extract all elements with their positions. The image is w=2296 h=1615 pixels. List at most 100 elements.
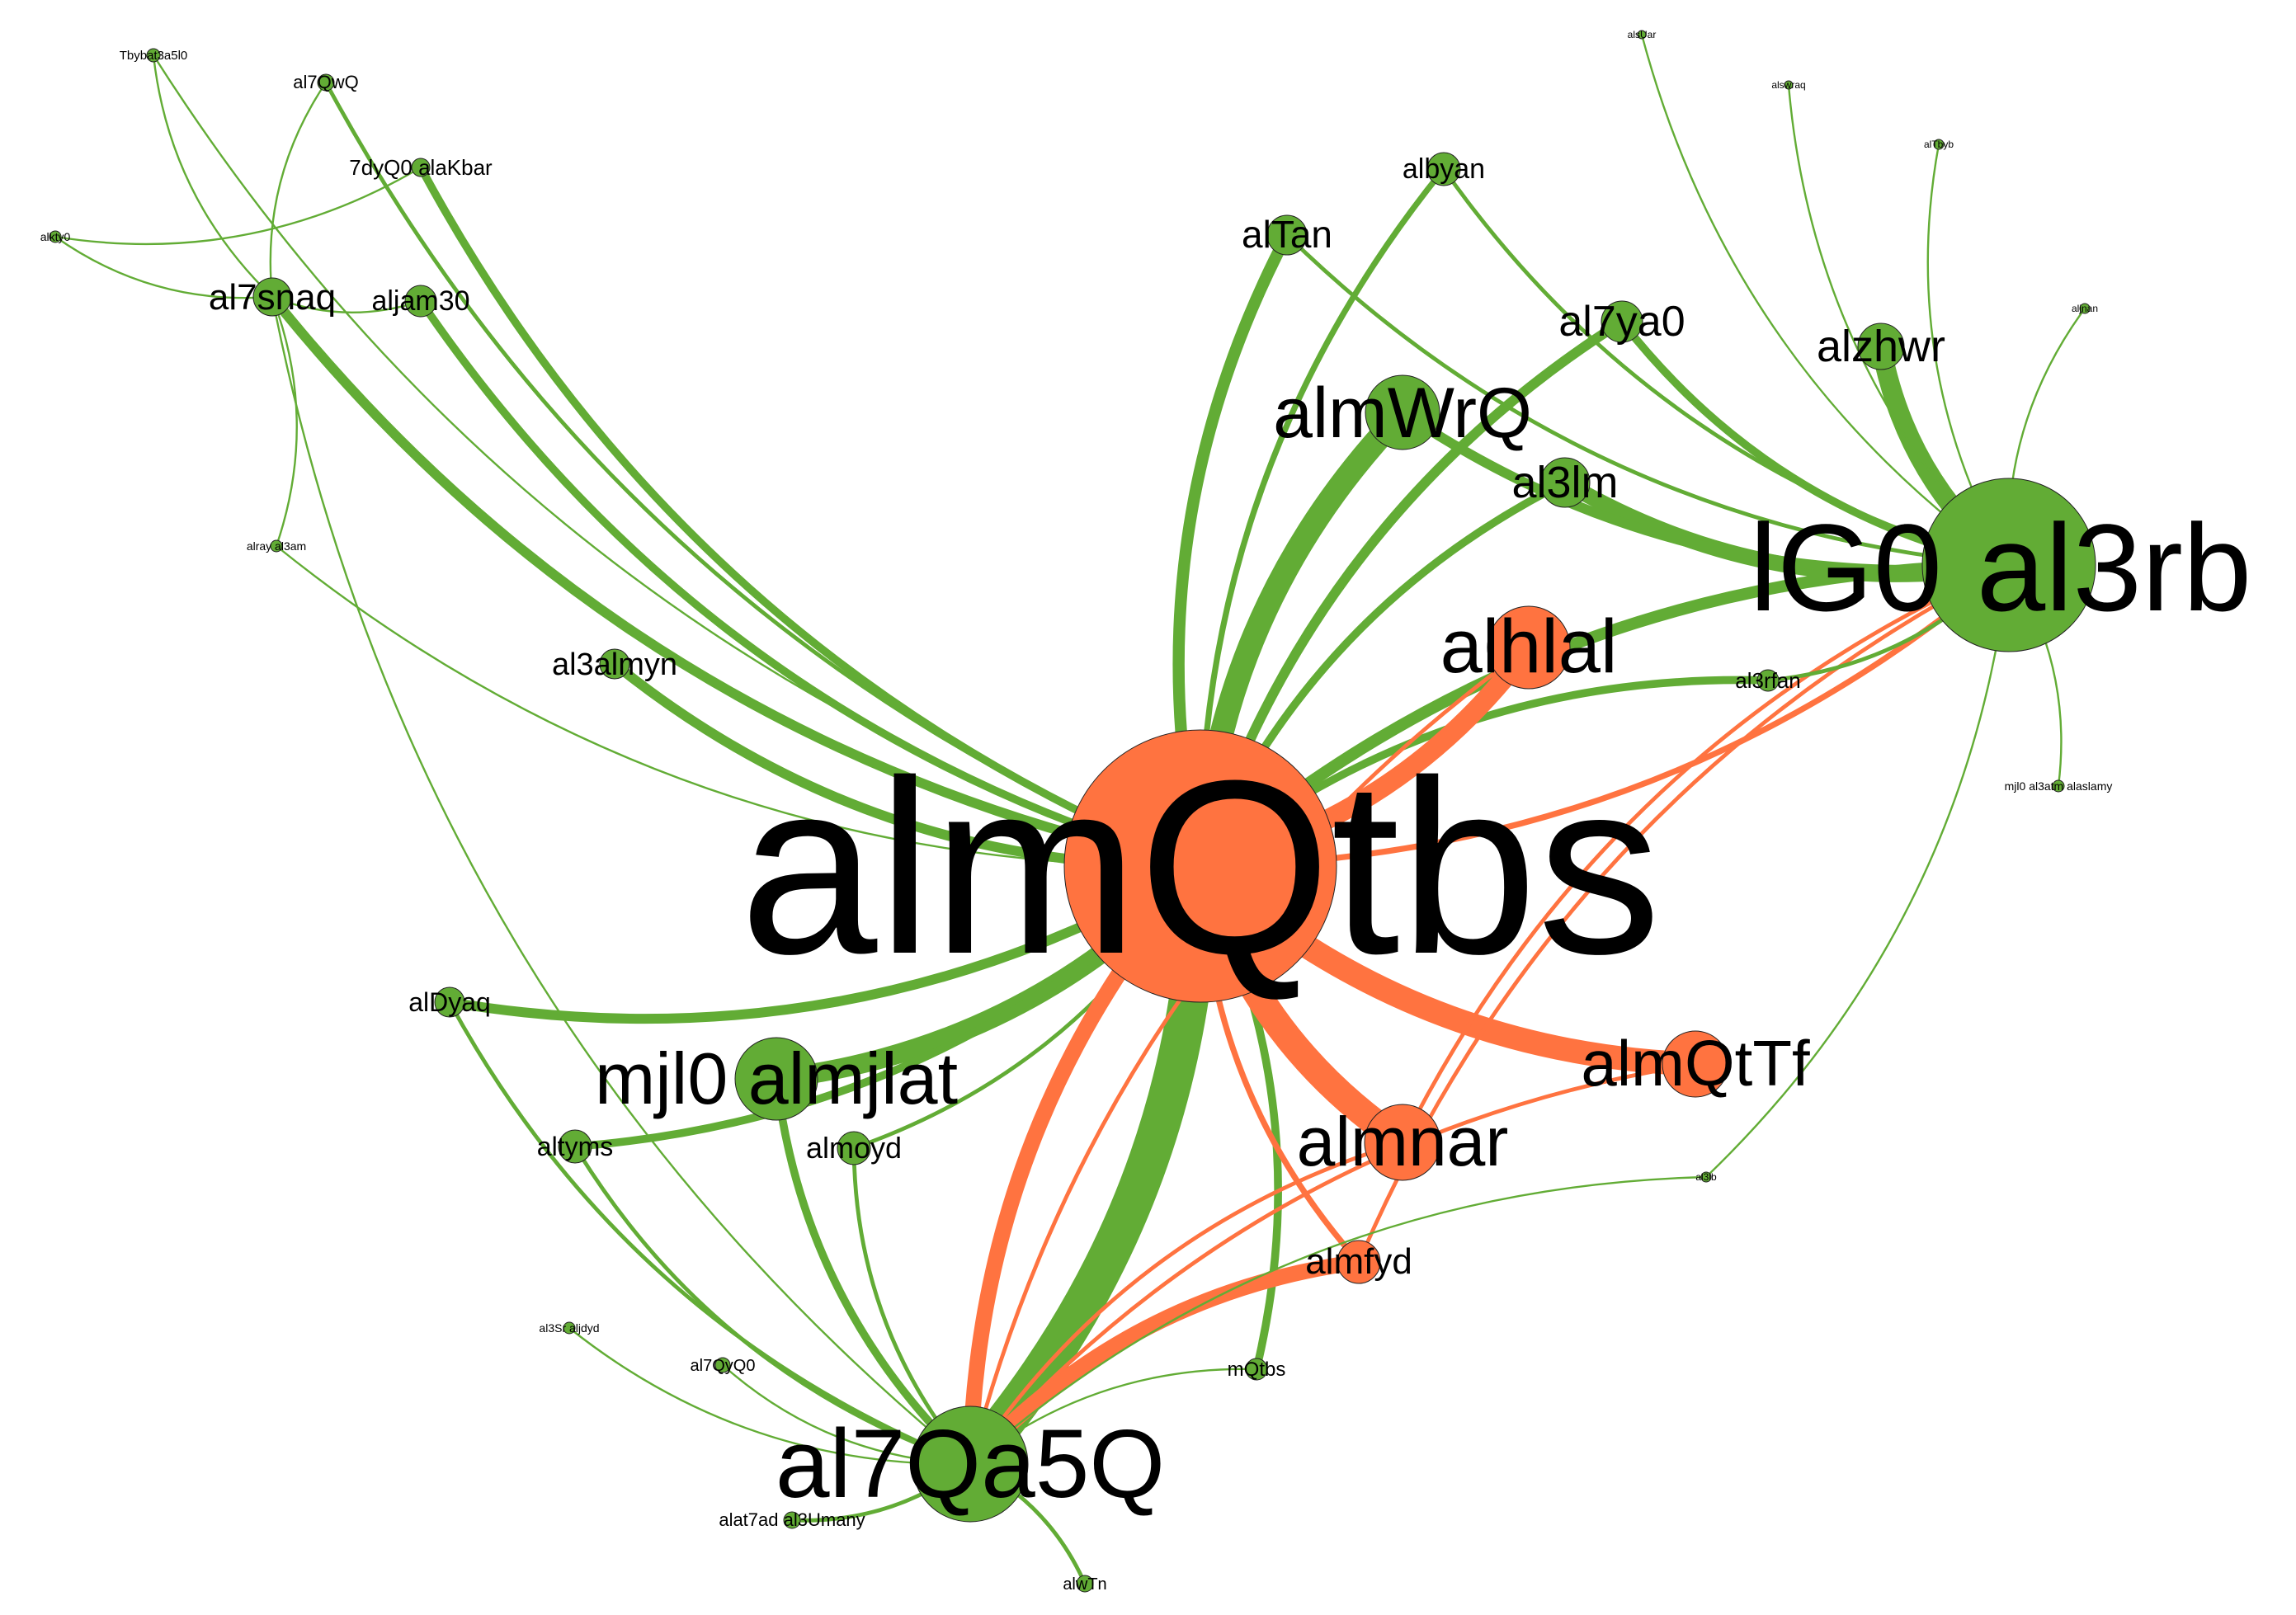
node-label-almqtbs: almQtbs [740,728,1662,1005]
node-al3srjdyd[interactable] [563,1321,576,1335]
edge-al3srjdyd-al7qa5q [568,1326,972,1466]
node-label-tbybat: Tbybat3a5l0 [120,49,188,63]
node-tbybat[interactable] [146,48,161,63]
node-label-alzhwr: alzhwr [1817,322,1945,371]
node-al7ya0[interactable] [1601,300,1643,343]
node-label-almwrq: almWrQ [1273,374,1532,453]
edge-almjlat-al7qa5q [772,1075,974,1468]
node-label-alhlal: alhlal [1440,605,1618,689]
node-label-al7ya0: al7ya0 [1558,298,1685,346]
edge-almfyd-al7qa5q [962,1254,1367,1472]
edge-albyan-lg0 [1441,167,2011,567]
node-al7qyq0[interactable] [714,1357,731,1373]
node-alhlal[interactable] [1487,605,1571,690]
node-label-altan: alTan [1242,213,1332,256]
node-label-almjlat: mjl0 almjlat [595,1038,958,1119]
node-label-mqtbs: mQtbs [1228,1358,1286,1381]
node-label-al7snaq: al7snaq [209,277,336,318]
node-almnar[interactable] [1364,1104,1441,1181]
node-label-al3almyn: al3almyn [552,647,677,682]
edge-almnar-al7qa5q [968,1140,1405,1467]
node-label-al3lm: al3lm [1511,458,1618,507]
edge-al3lb-lg0 [1704,563,2011,1179]
edge-al7qwq-almqtbs [323,80,1203,869]
node-label-lg0: lG0 al3rb [1750,498,2252,637]
node-label-altbyb: alTbyb [1924,139,1954,150]
node-al3almyn[interactable] [599,648,630,680]
edge-al3lb-al7qa5q [969,1175,1708,1466]
node-almfyd[interactable] [1337,1240,1381,1284]
edge-almwrq-lg0 [1398,407,2014,575]
edge-alkty0-al7snaq [54,235,274,299]
node-label-al3lb: al3lb [1695,1171,1717,1183]
node-label-ittihad: alat7ad al3Umany [719,1509,865,1530]
nodes-layer [49,30,2096,1593]
node-almqtbs[interactable] [1063,729,1337,1003]
labels-layer: almQtbs lG0 al3rb al7Qa5Q mjl0 almjlat almWr… [40,29,2252,1594]
edge-alray-al7snaq [271,295,298,548]
node-al3lb[interactable] [1700,1171,1712,1183]
node-aldyaq[interactable] [434,986,465,1018]
node-label-aljnan: aljnan [2072,303,2098,314]
node-altbyb[interactable] [1933,139,1945,150]
node-label-al3atm: mjl0 al3atm alaslamy [2005,779,2113,793]
edge-alhlal-al7qa5q [968,645,1531,1467]
node-label-alwtn: alwTn [1063,1575,1106,1594]
node-almqttf[interactable] [1662,1030,1729,1098]
node-alsuar[interactable] [1637,30,1647,40]
node-label-altyms: altyms [537,1132,613,1161]
edge-alsuar-lg0 [1640,33,2011,567]
node-label-almqttf: almQtTf [1581,1027,1810,1099]
node-alwtn[interactable] [1076,1575,1094,1593]
node-al3rfan[interactable] [1756,669,1780,692]
node-label-almnar: almnar [1297,1103,1509,1180]
node-label-alsuar: alsUar [1628,29,1657,40]
edge-altan-lg0 [1285,233,2011,567]
edge-aldyaq-al7qa5q [447,1000,973,1467]
node-lg0[interactable] [1921,478,2096,652]
node-label-al7qyq0: al7QyQ0 [691,1357,756,1375]
edge-almqttf-al7qa5q [968,1062,1698,1467]
node-label-alray: alray al3am [247,539,306,553]
edge-al7snaq-almqtbs [267,292,1205,871]
node-label-albyan: albyan [1403,153,1485,185]
node-mqtbs[interactable] [1245,1358,1268,1381]
node-al7qa5q[interactable] [912,1405,1029,1523]
node-ittihad[interactable] [783,1511,801,1529]
node-al3lm[interactable] [1539,457,1591,508]
node-alray[interactable] [270,539,283,553]
edge-al7snaq-al7qa5q [271,295,972,1466]
edge-aljam30-almqtbs [417,297,1205,870]
node-alswraq[interactable] [1784,80,1794,90]
node-al7qwq[interactable] [317,73,335,92]
edge-alray-almqtbs [275,544,1202,868]
node-almoyd[interactable] [837,1131,871,1165]
edge-tbybat-al7snaq [152,54,274,299]
node-label-alswraq: alswraq [1771,79,1805,91]
node-label-al3rfan: al3rfan [1735,668,1801,693]
node-altyms[interactable] [558,1129,592,1164]
node-alzhwr[interactable] [1857,323,1905,370]
node-almwrq[interactable] [1365,374,1440,450]
node-label-al7qwq: al7QwQ [293,72,358,92]
node-aljnan[interactable] [2079,303,2091,314]
node-label-aljam30: aljam30 [371,285,469,317]
edge-tbybat-almqtbs [152,54,1202,868]
node-label-al3srjdyd: al3Sr aljdyd [539,1321,599,1335]
node-label-alkty0: alkty0 [40,230,71,243]
node-alkty0[interactable] [49,230,62,243]
edge-alkty0-akbar [54,166,422,246]
edge-lg0-almnar [1400,563,2011,1145]
node-label-almfyd: almfyd [1305,1241,1412,1282]
node-altan[interactable] [1266,214,1308,256]
node-akbar[interactable] [411,158,431,177]
node-aljam30[interactable] [404,285,437,318]
node-albyan[interactable] [1426,152,1461,186]
node-al3atm[interactable] [2052,779,2065,793]
node-almjlat[interactable] [734,1037,818,1121]
node-al7snaq[interactable] [252,277,292,317]
node-label-aldyaq: alDyaq [408,987,491,1017]
node-label-akbar: 7dyQ0 alaKbar [349,155,493,180]
node-label-almoyd: almoyd [806,1131,902,1165]
